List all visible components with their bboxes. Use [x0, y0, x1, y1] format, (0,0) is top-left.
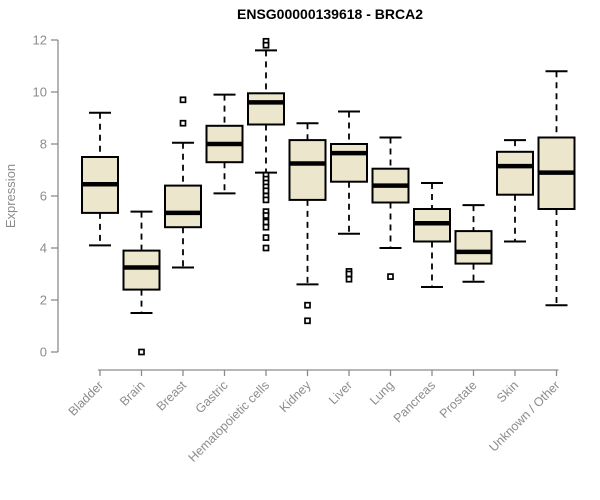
y-tick-label-2: 2	[40, 293, 47, 308]
x-tick-label-gastric: Gastric	[193, 378, 231, 416]
outlier-point	[387, 273, 394, 280]
boxplot-unknown-other	[537, 70, 576, 307]
x-tick-label-lung: Lung	[367, 378, 397, 408]
x-tick-label-kidney: Kidney	[277, 378, 314, 415]
outlier-point	[262, 244, 270, 252]
x-tick-label-bladder: Bladder	[66, 378, 106, 418]
y-tick-label-0: 0	[40, 345, 47, 360]
y-tick-label-4: 4	[40, 241, 47, 256]
boxplot-hematopoietic-cells	[247, 37, 285, 252]
outlier-point	[179, 119, 187, 127]
iqr-box	[454, 230, 493, 265]
boxplot-pancreas	[413, 182, 451, 288]
boxplot-liver	[330, 110, 368, 283]
x-tick-label-liver: Liver	[326, 378, 355, 407]
outlier-point	[179, 96, 187, 104]
boxplot-gastric	[205, 93, 244, 195]
y-tick-label-8: 8	[40, 137, 47, 152]
boxplot-skin	[496, 139, 534, 243]
y-tick-label-10: 10	[33, 85, 47, 100]
boxplot-brain	[122, 210, 161, 356]
x-tick-label-prostate: Prostate	[437, 378, 480, 421]
outlier-point	[345, 275, 353, 283]
chart-title: ENSG00000139618 - BRCA2	[237, 6, 423, 22]
x-tick-label-pancreas: Pancreas	[391, 378, 438, 425]
y-tick-label-6: 6	[40, 189, 47, 204]
boxplot-lung	[371, 136, 410, 280]
iqr-box	[496, 150, 534, 196]
outlier-point	[262, 212, 270, 219]
iqr-box	[122, 249, 161, 291]
x-tick-label-brain: Brain	[117, 378, 148, 409]
outlier-point	[138, 348, 145, 356]
outlier-point	[262, 218, 270, 226]
outlier-point	[304, 301, 311, 309]
x-tick-label-hematopoietic-cells: Hematopoietic cells	[186, 378, 273, 465]
outlier-point	[304, 317, 311, 325]
boxplot-kidney	[288, 122, 327, 325]
y-tick-label-12: 12	[33, 33, 47, 48]
iqr-box	[247, 92, 285, 126]
outlier-point	[262, 41, 270, 49]
iqr-box	[164, 184, 202, 229]
boxplot-prostate	[454, 204, 493, 283]
y-axis-label: Expression	[3, 164, 18, 228]
outlier-point	[345, 270, 353, 278]
boxplot-bladder	[81, 111, 119, 247]
x-tick-label-skin: Skin	[494, 378, 521, 405]
outlier-point	[262, 187, 270, 195]
iqr-box	[330, 143, 368, 183]
x-tick-label-breast: Breast	[154, 378, 190, 414]
boxplot-breast	[164, 96, 202, 269]
plot-elements: 0 2 4 6 8 10 12 Bladder Brain Breast GastricHemato…	[33, 33, 576, 465]
iqr-box	[288, 139, 327, 201]
outlier-point	[262, 234, 270, 241]
outlier-point	[262, 223, 270, 231]
x-tick-label-unknown-other: Unknown / Other	[486, 378, 562, 454]
outlier-point	[262, 196, 270, 204]
